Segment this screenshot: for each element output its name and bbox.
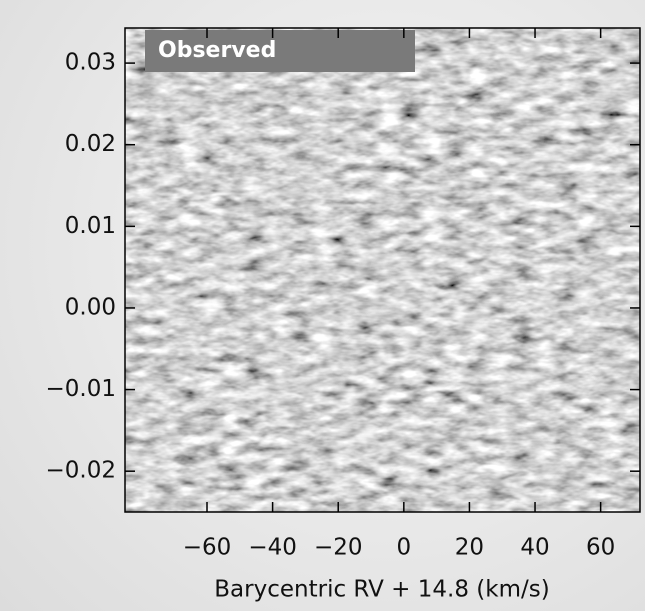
y-tick-label: −0.02 [46, 458, 116, 484]
panel-label: Observed [158, 38, 276, 63]
x-axis-label: Barycentric RV + 14.8 (km/s) [214, 577, 549, 603]
x-tick-label: −20 [314, 535, 363, 561]
x-tick-label: 0 [397, 535, 412, 561]
plot-frame [124, 27, 641, 513]
x-tick-label: 40 [520, 535, 549, 561]
y-tick-label: 0.01 [65, 213, 116, 239]
y-tick-label: 0.03 [65, 50, 116, 76]
y-tick-label: −0.01 [46, 376, 116, 402]
y-tick-label: 0.00 [65, 294, 116, 320]
x-tick-label: −40 [248, 535, 297, 561]
x-tick-label: 60 [586, 535, 615, 561]
x-tick-label: −60 [183, 535, 232, 561]
y-tick-label: 0.02 [65, 131, 116, 157]
image-texture [125, 28, 640, 512]
label-box [145, 30, 415, 72]
x-tick-label: 20 [455, 535, 484, 561]
